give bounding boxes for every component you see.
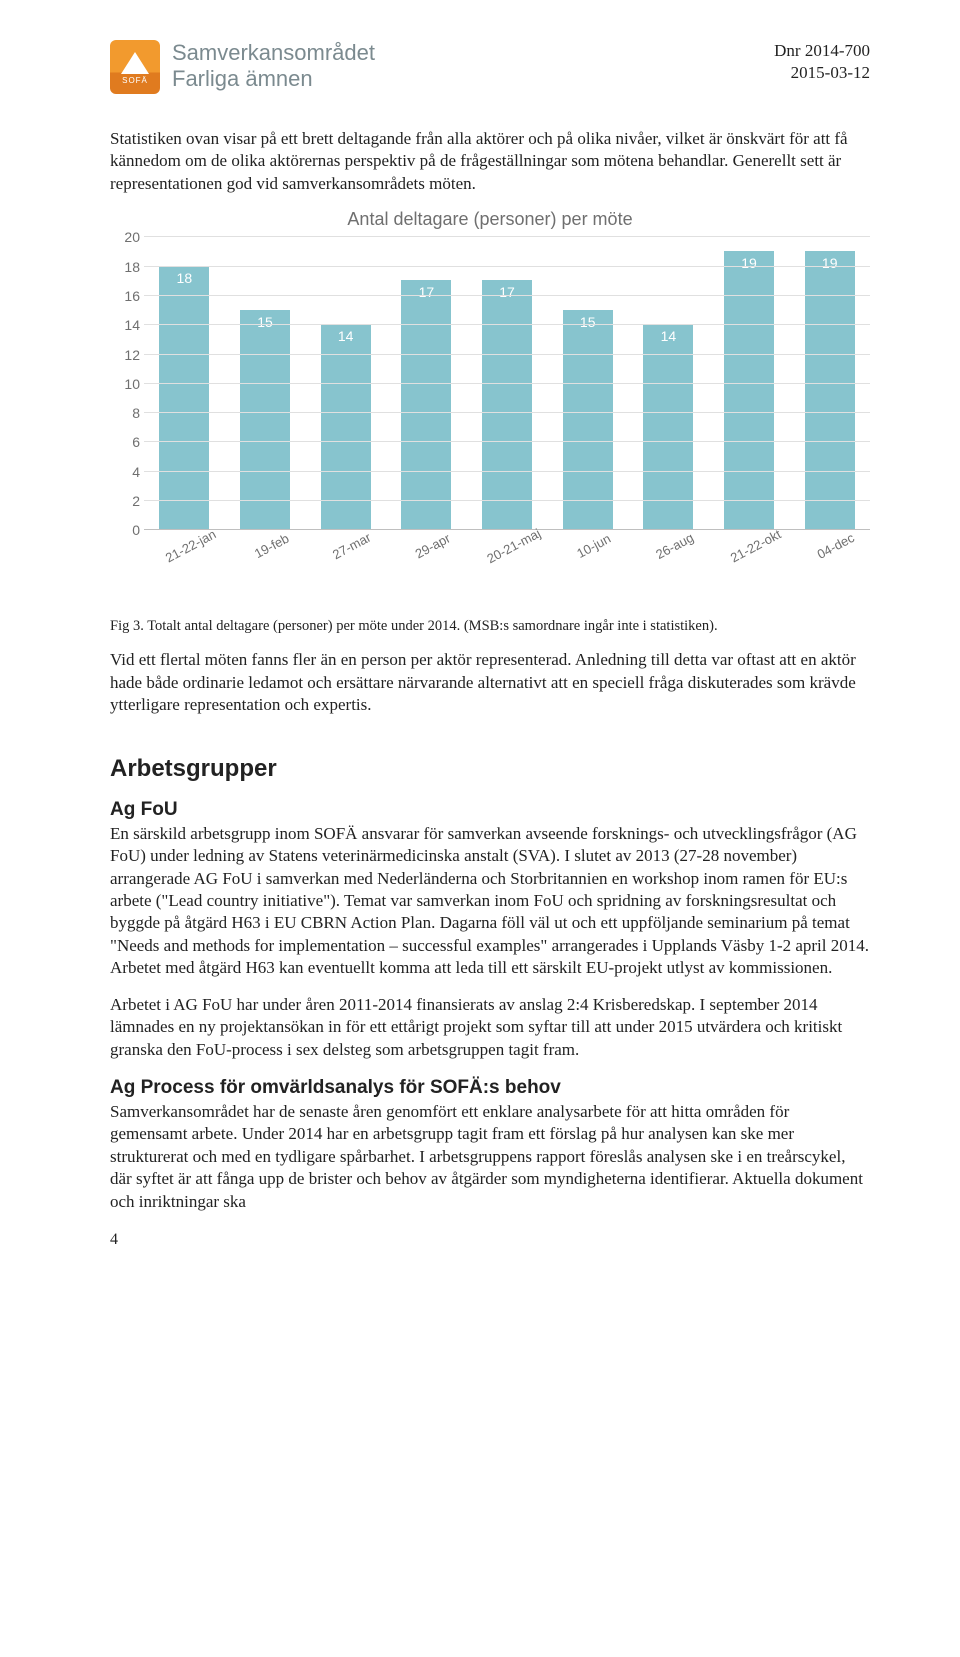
chart-bar: 17 bbox=[482, 280, 532, 529]
chart-bar-value: 14 bbox=[643, 328, 693, 344]
chart-gridline: 4 bbox=[144, 471, 870, 472]
chart-bar: 14 bbox=[321, 324, 371, 529]
chart-gridline: 10 bbox=[144, 383, 870, 384]
subsection-2-heading: Ag Process för omvärldsanalys för SOFÄ:s… bbox=[110, 1077, 870, 1099]
dnr: Dnr 2014-700 bbox=[774, 40, 870, 62]
chart-ytick: 0 bbox=[112, 522, 140, 538]
chart-bar-value: 17 bbox=[401, 284, 451, 300]
chart-ytick: 10 bbox=[112, 376, 140, 392]
header-left: SOFÄ Samverkansområdet Farliga ämnen bbox=[110, 40, 375, 94]
chart-ytick: 8 bbox=[112, 405, 140, 421]
chart-gridline: 20 bbox=[144, 236, 870, 237]
subsection-1-heading: Ag FoU bbox=[110, 799, 870, 821]
chart-title: Antal deltagare (personer) per möte bbox=[110, 209, 870, 230]
chart-bar-value: 15 bbox=[563, 314, 613, 330]
chart-ytick: 4 bbox=[112, 464, 140, 480]
title-line-2: Farliga ämnen bbox=[172, 66, 375, 92]
chart-gridline: 2 bbox=[144, 500, 870, 501]
chart-bar-value: 14 bbox=[321, 328, 371, 344]
chart-bar: 14 bbox=[643, 324, 693, 529]
header-title: Samverkansområdet Farliga ämnen bbox=[172, 40, 375, 93]
chart-ytick: 12 bbox=[112, 347, 140, 363]
chart-bar-value: 19 bbox=[805, 255, 855, 271]
chart-ytick: 16 bbox=[112, 288, 140, 304]
subsection-1-para-1: En särskild arbetsgrupp inom SOFÄ ansvar… bbox=[110, 823, 870, 980]
page-header: SOFÄ Samverkansområdet Farliga ämnen Dnr… bbox=[110, 40, 870, 94]
chart-bar-value: 18 bbox=[159, 270, 209, 286]
subsection-2-para: Samverkansområdet har de senaste åren ge… bbox=[110, 1101, 870, 1213]
section-heading: Arbetsgrupper bbox=[110, 755, 870, 783]
chart-gridline: 18 bbox=[144, 266, 870, 267]
chart-plot: 181514171715141919 02468101214161820 bbox=[144, 236, 870, 530]
header-right: Dnr 2014-700 2015-03-12 bbox=[774, 40, 870, 84]
warning-triangle-icon bbox=[121, 52, 149, 74]
chart-ytick: 14 bbox=[112, 317, 140, 333]
chart-xlabel: 04-dec bbox=[794, 515, 903, 624]
chart-gridline: 6 bbox=[144, 441, 870, 442]
chart-bar-value: 17 bbox=[482, 284, 532, 300]
chart-xlabels: 21-22-jan19-feb27-mar29-apr20-21-maj10-j… bbox=[144, 534, 870, 614]
title-line-1: Samverkansområdet bbox=[172, 40, 375, 66]
chart-area: 181514171715141919 02468101214161820 21-… bbox=[144, 236, 870, 556]
date: 2015-03-12 bbox=[774, 62, 870, 84]
page-number: 4 bbox=[110, 1231, 118, 1249]
participants-chart: Antal deltagare (personer) per möte 18 15… bbox=[110, 209, 870, 556]
chart-bar: 15 bbox=[563, 310, 613, 530]
chart-bar: 17 bbox=[401, 280, 451, 529]
chart-bar-value: 15 bbox=[240, 314, 290, 330]
chart-bar: 19 bbox=[805, 251, 855, 529]
chart-gridline: 16 bbox=[144, 295, 870, 296]
chart-ytick: 20 bbox=[112, 229, 140, 245]
page: SOFÄ Samverkansområdet Farliga ämnen Dnr… bbox=[0, 0, 960, 1267]
intro-paragraph: Statistiken ovan visar på ett brett delt… bbox=[110, 128, 870, 195]
chart-ytick: 6 bbox=[112, 434, 140, 450]
chart-gridline: 12 bbox=[144, 354, 870, 355]
chart-bar-value: 19 bbox=[724, 255, 774, 271]
chart-gridline: 8 bbox=[144, 412, 870, 413]
logo-caption: SOFÄ bbox=[122, 76, 148, 85]
chart-bar: 15 bbox=[240, 310, 290, 530]
chart-gridline: 14 bbox=[144, 324, 870, 325]
chart-ytick: 18 bbox=[112, 259, 140, 275]
mid-paragraph: Vid ett flertal möten fanns fler än en p… bbox=[110, 649, 870, 716]
sofa-logo: SOFÄ bbox=[110, 40, 160, 94]
subsection-1-para-2: Arbetet i AG FoU har under åren 2011-201… bbox=[110, 994, 870, 1061]
chart-bar: 18 bbox=[159, 266, 209, 530]
chart-ytick: 2 bbox=[112, 493, 140, 509]
chart-bar: 19 bbox=[724, 251, 774, 529]
